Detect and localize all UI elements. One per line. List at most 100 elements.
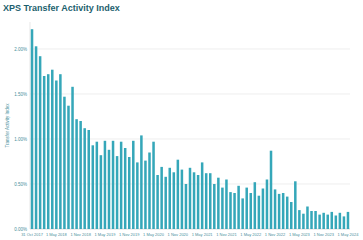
bar [92, 145, 95, 229]
bar [189, 168, 192, 229]
bar [100, 155, 103, 229]
bar [213, 184, 216, 229]
bar [241, 198, 244, 229]
bar [282, 193, 285, 229]
bar [197, 175, 200, 229]
bar [71, 87, 74, 229]
bar [201, 162, 204, 229]
bar [254, 182, 257, 229]
bar [314, 211, 317, 229]
x-tick-label: 1 May 2024 [338, 232, 360, 237]
y-tick-label: 2.00% [14, 47, 27, 52]
x-tick-label: 1 May 2020 [143, 232, 165, 237]
bar [250, 193, 253, 229]
y-tick-label: 0.50% [14, 182, 27, 187]
bar [164, 177, 167, 229]
bar [209, 173, 212, 229]
bar [331, 212, 334, 229]
bar [217, 178, 220, 229]
bar [225, 180, 228, 230]
bar [67, 106, 70, 229]
grid-line [30, 49, 350, 50]
bar [152, 142, 155, 229]
x-tick-label: 1 Nov 2021 [216, 232, 237, 237]
x-tick-label: 1 Nov 2019 [119, 232, 140, 237]
bar [75, 119, 78, 229]
bar [55, 81, 58, 230]
x-tick-label: 1 May 2021 [192, 232, 214, 237]
bar [286, 197, 289, 229]
bar [326, 215, 329, 229]
bar [51, 70, 54, 229]
bar [298, 210, 301, 229]
y-tick-label: 1.50% [14, 92, 27, 97]
bar [221, 188, 224, 229]
bar [339, 213, 342, 229]
bar [168, 168, 171, 229]
bar [112, 141, 115, 229]
y-axis-line [30, 22, 31, 229]
bar [144, 161, 147, 229]
bar [266, 180, 269, 230]
bar [43, 76, 46, 229]
bar [156, 175, 159, 229]
bar [237, 186, 240, 229]
bars [31, 29, 349, 229]
y-tick-label: 0.00% [14, 227, 27, 232]
bar [229, 192, 232, 229]
bar [290, 202, 293, 229]
bar [148, 153, 151, 230]
bar [160, 167, 163, 229]
bar [63, 97, 66, 229]
bar [124, 148, 127, 229]
bar [278, 194, 281, 229]
bar [322, 213, 325, 229]
bar [274, 189, 277, 229]
bar [104, 141, 107, 229]
grid-line [30, 94, 350, 95]
x-tick-label: 1 May 2023 [289, 232, 311, 237]
bar [306, 207, 309, 230]
bar [347, 212, 350, 229]
bar [140, 135, 143, 229]
bar [245, 188, 248, 229]
x-tick-label: 1 May 2018 [46, 232, 68, 237]
bar [335, 216, 338, 230]
bar [47, 74, 50, 229]
bar [193, 172, 196, 229]
x-tick-label: 31 Oct 2017 [21, 232, 44, 237]
bar [205, 173, 208, 229]
bar [35, 46, 38, 229]
bar [302, 214, 305, 229]
x-tick-label: 1 Nov 2022 [265, 232, 286, 237]
x-tick-label: 1 Nov 2020 [168, 232, 189, 237]
y-axis-label: Transfer Activity Index [5, 103, 10, 148]
bar [96, 142, 99, 229]
bar [59, 74, 62, 229]
bar [318, 215, 321, 229]
x-tick-label: 1 May 2019 [94, 232, 116, 237]
bar [294, 181, 297, 229]
bar [270, 151, 273, 229]
y-tick-label: 1.00% [14, 137, 27, 142]
bar [87, 130, 90, 229]
title: XPS Transfer Activity Index [3, 3, 120, 13]
bar [262, 189, 265, 230]
bar [108, 150, 111, 229]
bar [185, 184, 188, 229]
bar [181, 170, 184, 229]
chart: XPS Transfer Activity Index Transfer Acti… [0, 0, 363, 240]
x-tick-label: 1 May 2022 [240, 232, 262, 237]
bar [233, 193, 236, 229]
bar [258, 196, 261, 229]
bar [39, 56, 42, 229]
bar [343, 216, 346, 229]
x-tick-label: 1 Nov 2023 [313, 232, 334, 237]
bar [310, 211, 313, 229]
bar [116, 156, 119, 229]
bar [128, 157, 131, 229]
bar [79, 121, 82, 229]
x-tick-label: 1 Nov 2018 [70, 232, 91, 237]
bar [136, 162, 139, 229]
bar [83, 128, 86, 229]
